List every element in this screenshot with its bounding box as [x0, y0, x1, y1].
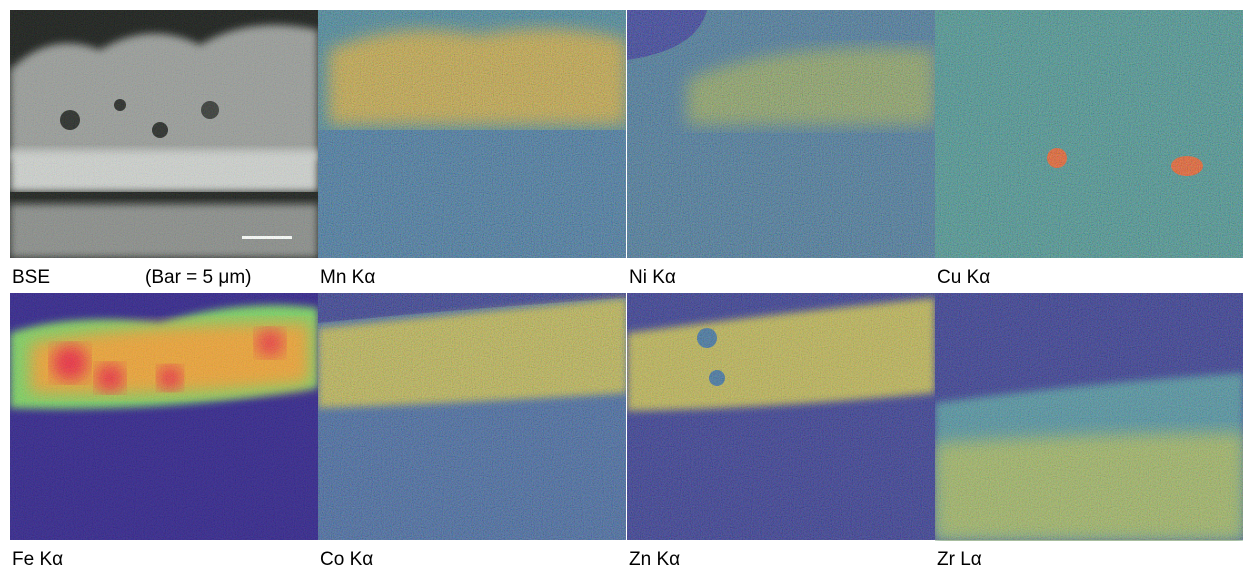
zn-map	[627, 293, 935, 540]
bse-image	[10, 10, 318, 258]
panel-label: Mn Kα	[320, 267, 375, 288]
panel-label: Ni Kα	[629, 267, 676, 288]
zr-map	[935, 293, 1243, 540]
fe-map	[10, 293, 318, 540]
mn-map	[318, 10, 626, 258]
cu-map	[935, 10, 1243, 258]
panel-label: Zn Kα	[629, 549, 680, 570]
panel-label: Co Kα	[320, 549, 373, 570]
panel-label: Zr Lα	[937, 549, 982, 570]
panel-label: Fe Kα	[12, 549, 63, 570]
co-map	[318, 293, 626, 540]
panel-caption: (Bar = 5 μm)	[145, 267, 252, 288]
panel-label: Cu Kα	[937, 267, 990, 288]
ni-map	[627, 10, 935, 258]
panel-label: BSE	[12, 267, 50, 288]
